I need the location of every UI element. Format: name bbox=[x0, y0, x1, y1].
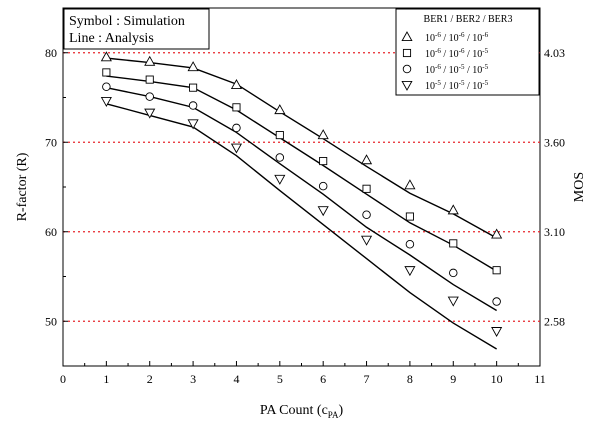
legend-marker bbox=[402, 64, 412, 74]
simulation-marker-3 bbox=[102, 82, 111, 92]
simulation-marker-1 bbox=[491, 228, 503, 239]
simulation-marker-3 bbox=[405, 240, 415, 249]
legend-marker bbox=[401, 31, 413, 42]
y-tick-label: 50 bbox=[45, 314, 57, 328]
axes-layer: 0 1 2 3 4 5 6 7 8 9 10 11 50 60 70 80 PA Count (cPA) R-fa… bbox=[15, 7, 587, 420]
simulation-marker-3 bbox=[188, 101, 198, 110]
simulation-marker-1 bbox=[317, 129, 329, 140]
simulation-marker-1 bbox=[447, 204, 459, 215]
reference-lines-layer: 4.03 3.60 3.10 2.58 bbox=[63, 46, 565, 328]
analysis-line-2 bbox=[106, 75, 497, 272]
simulation-marker-1 bbox=[100, 51, 112, 62]
legend-layer: Symbol : Simulation Line : Analysis BER1 /… bbox=[63, 8, 540, 96]
note-box bbox=[63, 8, 210, 50]
x-tick-label: 11 bbox=[534, 372, 546, 386]
mos-axis-label: MOS bbox=[572, 172, 587, 202]
simulation-marker-4 bbox=[274, 174, 286, 185]
simulation-marker-4 bbox=[230, 143, 243, 154]
mos-tick-label: 3.10 bbox=[544, 225, 565, 239]
legend-entry-label: 10-6 / 10-5 / 10-5 bbox=[425, 63, 489, 76]
simulation-marker-2 bbox=[102, 68, 111, 77]
y-axis-label: R-factor (R) bbox=[15, 152, 30, 221]
analysis-line-1 bbox=[106, 57, 497, 239]
simulation-marker-1 bbox=[360, 154, 373, 165]
x-tick-label: 2 bbox=[147, 372, 153, 386]
x-tick-label: 3 bbox=[190, 372, 196, 386]
simulation-marker-2 bbox=[405, 212, 414, 221]
legend-entry-label: 10-6 / 10-6 / 10-5 bbox=[425, 47, 489, 60]
note-line: Symbol : Simulation bbox=[69, 14, 185, 29]
simulation-marker-4 bbox=[447, 296, 459, 307]
x-tick-label: 6 bbox=[320, 372, 326, 386]
simulation-marker-4 bbox=[144, 108, 156, 119]
legend-title: BER1 / BER2 / BER3 bbox=[424, 14, 513, 25]
legend-marker bbox=[402, 48, 412, 58]
simulation-marker-2 bbox=[449, 239, 458, 248]
x-tick-label: 4 bbox=[233, 372, 239, 386]
legend-marker bbox=[401, 80, 413, 91]
mos-tick-label: 2.58 bbox=[544, 314, 565, 328]
simulation-marker-4 bbox=[317, 206, 329, 217]
simulation-marker-2 bbox=[232, 103, 241, 112]
simulation-marker-2 bbox=[492, 266, 501, 275]
simulation-marker-2 bbox=[189, 83, 198, 92]
mos-tick-label: 4.03 bbox=[544, 46, 565, 60]
x-tick-label: 10 bbox=[491, 372, 503, 386]
simulation-marker-3 bbox=[232, 123, 241, 133]
simulation-marker-3 bbox=[492, 297, 501, 306]
simulation-marker-4 bbox=[187, 119, 199, 130]
x-axis-label: PA Count (cPA) bbox=[260, 403, 344, 420]
simulation-marker-1 bbox=[274, 104, 286, 115]
x-tick-label: 1 bbox=[103, 372, 109, 386]
simulation-marker-1 bbox=[230, 79, 243, 90]
simulation-marker-3 bbox=[275, 153, 285, 162]
simulation-marker-1 bbox=[404, 179, 416, 190]
legend-entry-label: 10-5 / 10-5 / 10-5 bbox=[425, 79, 489, 92]
simulation-marker-4 bbox=[100, 97, 112, 108]
analysis-line-3 bbox=[106, 86, 497, 312]
x-tick-label: 5 bbox=[277, 372, 283, 386]
y-tick-label: 70 bbox=[45, 135, 57, 149]
y-tick-label: 80 bbox=[45, 46, 57, 60]
simulation-marker-4 bbox=[360, 235, 373, 246]
analysis-line-4 bbox=[106, 103, 497, 350]
series-layer bbox=[100, 51, 503, 350]
mos-tick-label: 3.60 bbox=[544, 135, 565, 149]
simulation-marker-2 bbox=[319, 156, 328, 166]
legend-entry-label: 10-6 / 10-6 / 10-6 bbox=[425, 31, 489, 44]
simulation-marker-2 bbox=[362, 184, 371, 193]
simulation-marker-1 bbox=[187, 61, 199, 72]
y-tick-label: 60 bbox=[45, 225, 57, 239]
simulation-marker-2 bbox=[145, 75, 154, 84]
x-tick-label: 9 bbox=[450, 372, 456, 386]
simulation-marker-3 bbox=[362, 210, 371, 219]
x-tick-label: 7 bbox=[364, 372, 370, 386]
simulation-marker-4 bbox=[491, 327, 503, 338]
simulation-marker-4 bbox=[404, 266, 416, 277]
simulation-marker-1 bbox=[144, 55, 156, 66]
simulation-marker-3 bbox=[145, 92, 154, 101]
simulation-marker-2 bbox=[275, 131, 284, 140]
legend-box bbox=[395, 8, 540, 96]
x-tick-label: 8 bbox=[407, 372, 413, 386]
note-line: Line : Analysis bbox=[69, 31, 154, 46]
x-tick-label: 0 bbox=[60, 372, 66, 386]
simulation-marker-3 bbox=[318, 181, 328, 191]
simulation-marker-3 bbox=[449, 268, 458, 278]
